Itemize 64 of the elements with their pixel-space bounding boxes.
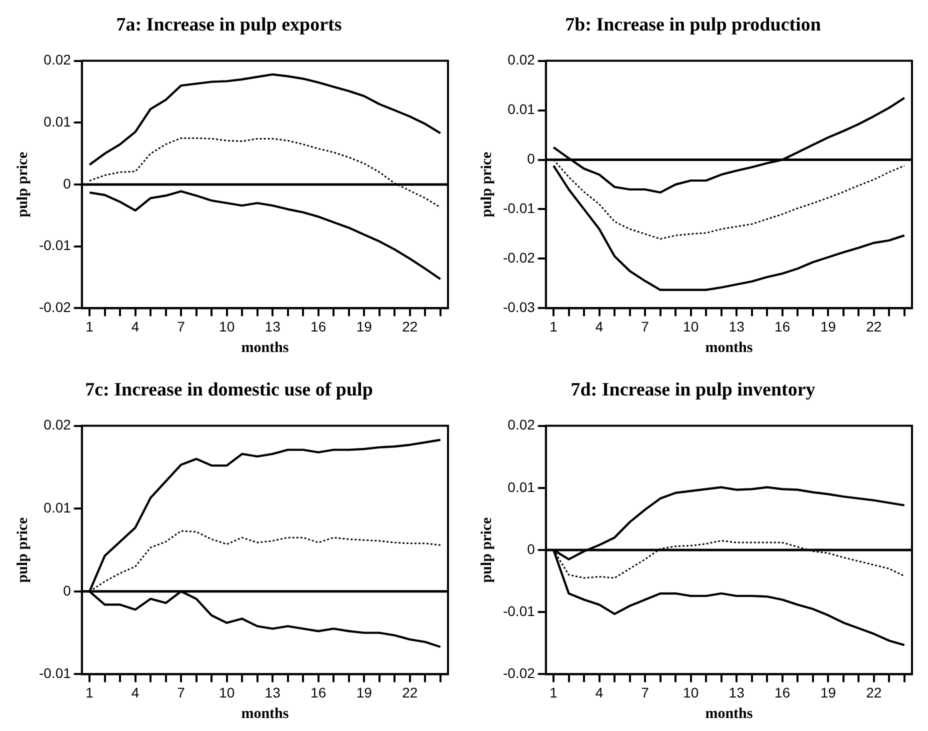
x-tick-label: 4 (131, 318, 140, 334)
y-tick-label: 0.01 (508, 101, 536, 118)
y-tick-label: 0 (527, 540, 536, 557)
x-tick-label: 16 (310, 684, 326, 700)
y-tick-label: 0.01 (508, 478, 536, 495)
x-tick-label: 1 (86, 684, 94, 700)
y-tick-label: 0.02 (44, 416, 72, 433)
y-tick-label: -0.03 (502, 299, 536, 316)
x-tick-label: 19 (356, 684, 372, 700)
x-tick-label: 10 (219, 318, 235, 334)
y-axis-title: pulp price (478, 151, 495, 218)
x-tick-label: 7 (177, 318, 186, 334)
x-tick-label: 13 (728, 318, 745, 334)
x-tick-label: 10 (683, 684, 699, 700)
x-tick-label: 22 (402, 318, 418, 334)
y-tick-label: 0.02 (508, 416, 536, 433)
y-tick-label: -0.01 (502, 200, 536, 216)
x-tick-label: 16 (774, 684, 790, 700)
x-tick-label: 4 (595, 684, 604, 700)
y-tick-label: -0.02 (502, 665, 536, 682)
y-tick-label: 0.02 (44, 52, 72, 68)
x-axis-title: months (705, 340, 753, 356)
x-tick-label: 7 (641, 318, 650, 334)
x-tick-label: 10 (683, 318, 699, 334)
x-tick-label: 1 (550, 684, 558, 700)
x-tick-label: 13 (264, 684, 281, 700)
x-tick-label: 7 (641, 684, 650, 700)
x-tick-label: 4 (131, 684, 140, 700)
x-tick-label: 19 (356, 318, 372, 334)
x-tick-label: 19 (820, 318, 836, 334)
x-tick-label: 1 (86, 318, 94, 334)
y-tick-label: 0.01 (44, 499, 72, 516)
y-axis-title: pulp price (14, 516, 31, 583)
x-tick-label: 19 (820, 684, 836, 700)
x-tick-label: 13 (264, 318, 281, 334)
x-axis-title: months (241, 340, 289, 356)
x-tick-label: 7 (177, 684, 186, 700)
y-tick-label: -0.01 (38, 665, 72, 682)
x-tick-label: 22 (866, 684, 882, 700)
y-tick-label: 0 (527, 150, 536, 167)
x-tick-label: 16 (774, 318, 790, 334)
x-tick-label: 22 (866, 318, 882, 334)
y-tick-label: -0.01 (502, 602, 536, 619)
chart-title: 7c: Increase in domestic use of pulp (85, 379, 373, 400)
x-tick-label: 1 (550, 318, 558, 334)
y-axis-title: pulp price (478, 516, 495, 583)
y-tick-label: -0.02 (502, 250, 536, 266)
y-tick-label: -0.01 (38, 237, 72, 254)
y-tick-label: 0 (63, 582, 72, 598)
y-axis-title: pulp price (14, 151, 31, 218)
y-tick-label: 0 (63, 175, 72, 192)
x-tick-label: 4 (595, 318, 604, 334)
x-tick-label: 13 (728, 684, 745, 700)
y-tick-label: 0.01 (44, 114, 72, 130)
chart-title: 7d: Increase in pulp inventory (570, 379, 816, 400)
x-tick-label: 10 (219, 684, 235, 700)
chart-title: 7b: Increase in pulp production (565, 14, 822, 36)
x-axis-title: months (705, 706, 753, 722)
y-tick-label: -0.02 (38, 299, 72, 316)
chart-title: 7a: Increase in pulp exports (116, 14, 342, 36)
x-tick-label: 16 (310, 318, 326, 334)
x-tick-label: 22 (402, 684, 418, 700)
y-tick-label: 0.02 (508, 52, 536, 68)
x-axis-title: months (241, 706, 289, 722)
